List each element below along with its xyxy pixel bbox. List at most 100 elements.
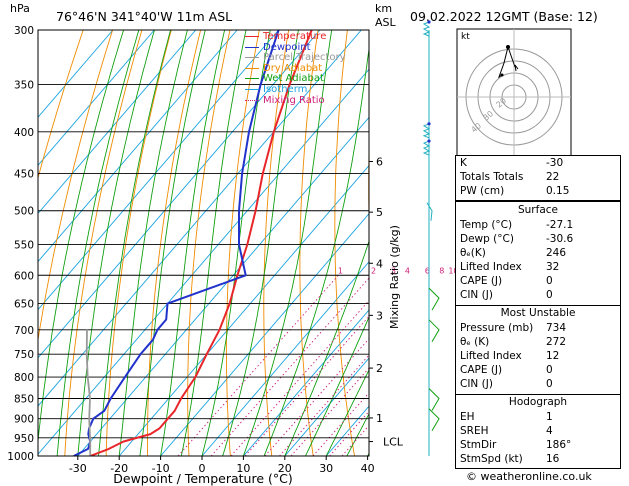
mu-label: CIN (J) xyxy=(460,378,493,390)
index-value: -30 xyxy=(546,157,564,169)
x-axis-title: Dewpoint / Temperature (°C) xyxy=(113,471,292,486)
wind-barbs xyxy=(422,20,440,456)
x-tick-label: 30 xyxy=(319,462,333,475)
hodo-value: 186° xyxy=(546,439,572,451)
pressure-tick-label: 400 xyxy=(14,127,34,139)
wind-barb xyxy=(426,202,433,221)
pressure-tick-label: 600 xyxy=(14,270,34,282)
legend-label: Temperature xyxy=(263,31,327,42)
isotherm-line xyxy=(38,30,238,263)
legend-label: Parcel Trajectory xyxy=(263,52,346,64)
km-label: km xyxy=(375,2,393,15)
surface-label: CIN (J) xyxy=(460,289,493,301)
isotherm-line xyxy=(38,30,197,215)
isotherm-line xyxy=(38,30,155,166)
wet-adiabat-line xyxy=(305,316,369,456)
surface-title: Surface xyxy=(517,204,558,216)
mixing-ratio-axis-title: Mixing Ratio (g/kg) xyxy=(388,225,401,329)
wind-barb xyxy=(422,123,431,139)
pressure-tick-label: 450 xyxy=(14,168,34,180)
mixing-ratio-line xyxy=(329,410,369,456)
mu-label: θₑ (K) xyxy=(460,336,490,348)
isotherm-line xyxy=(38,68,369,455)
mu-value: 12 xyxy=(546,350,560,362)
wet-adiabat-line xyxy=(118,30,188,456)
x-tick-label: -30 xyxy=(69,462,87,475)
hodo-label: StmDir xyxy=(460,439,497,451)
mixing-ratio-line xyxy=(290,367,369,456)
pressure-tick-label: 500 xyxy=(14,206,34,218)
mixing-ratio-line xyxy=(230,299,369,456)
km-tick-label: 4 xyxy=(376,257,383,270)
wind-barb xyxy=(428,388,440,411)
index-value: 22 xyxy=(546,171,560,183)
hodograph-storm-arrow xyxy=(514,64,519,72)
legend-swatch xyxy=(245,67,259,69)
surface-value: 32 xyxy=(546,261,560,273)
location-title: 76°46'N 341°40'W 11m ASL xyxy=(56,9,233,24)
isotherm-line xyxy=(201,261,369,456)
isotherm-line xyxy=(38,30,321,359)
mu-label: CAPE (J) xyxy=(460,364,503,376)
hodo-value: 16 xyxy=(546,453,560,465)
isotherm-line xyxy=(118,164,369,456)
legend-swatch xyxy=(245,89,259,90)
hodograph-stats-title: Hodograph xyxy=(508,396,568,408)
copyright: © weatheronline.co.uk xyxy=(466,470,592,483)
legend-label: Dewpoint xyxy=(263,41,311,53)
mixing-ratio-label: 8 xyxy=(439,266,444,275)
mu-label: Lifted Index xyxy=(460,350,522,362)
x-tick-label: -20 xyxy=(110,462,128,475)
pressure-tick-label: 300 xyxy=(14,25,34,37)
wind-barb xyxy=(428,408,440,431)
wind-barb xyxy=(428,287,440,311)
mixing-ratio-line xyxy=(177,274,339,456)
most-unstable-title: Most Unstable xyxy=(500,307,576,319)
mu-value: 0 xyxy=(546,364,553,376)
surface-label: Temp (°C) xyxy=(460,219,513,231)
x-tick-label: -10 xyxy=(152,462,170,475)
hodograph-point xyxy=(500,73,504,77)
wet-adiabat-line xyxy=(325,368,369,456)
sounding-series xyxy=(73,30,313,456)
mixing-ratio-label: 4 xyxy=(405,266,410,275)
isotherm-line xyxy=(160,212,369,456)
x-tick-label: 0 xyxy=(199,462,206,475)
isotherm-line xyxy=(38,30,114,118)
lcl-label: LCL xyxy=(383,436,404,449)
index-label: K xyxy=(460,157,467,169)
legend-swatch xyxy=(245,36,259,37)
surface-label: CAPE (J) xyxy=(460,275,503,287)
mixing-ratio-label: 3 xyxy=(391,266,396,275)
surface-value: 0 xyxy=(546,275,553,287)
dry-adiabat-line xyxy=(64,30,143,456)
index-label: Totals Totals xyxy=(460,171,524,183)
legend-label: Dry Adiabat xyxy=(263,62,323,74)
pressure-tick-label: 850 xyxy=(14,393,34,405)
dry-adiabat-line xyxy=(38,30,84,180)
isotherm-lines xyxy=(38,30,369,456)
pressure-tick-label: 950 xyxy=(14,433,34,445)
wind-barb xyxy=(422,21,431,37)
mu-value: 0 xyxy=(546,378,553,390)
legend-swatch xyxy=(245,99,259,101)
dry-adiabat-line xyxy=(334,30,356,456)
plot-frame xyxy=(37,29,370,457)
wind-barb xyxy=(428,319,440,343)
isotherm-line xyxy=(77,116,369,456)
legend-label: Wet Adiabat xyxy=(263,73,324,85)
dewpoint-line xyxy=(73,30,280,456)
index-value: 0.15 xyxy=(546,185,570,197)
isotherm-line xyxy=(284,357,369,456)
mixing-ratio-line xyxy=(312,392,369,456)
mu-value: 272 xyxy=(546,336,567,348)
indices-panel: K -30 Totals Totals 22 PW (cm) 0.15 xyxy=(455,155,621,201)
mu-label: Pressure (mb) xyxy=(460,322,534,334)
hodograph-kt-label: kt xyxy=(461,32,470,42)
isotherm-line xyxy=(38,30,279,311)
legend-label: Isotherm xyxy=(263,84,308,95)
pressure-tick-label: 800 xyxy=(14,372,34,384)
km-tick-label: 6 xyxy=(376,155,383,168)
surface-value: -27.1 xyxy=(546,219,574,231)
